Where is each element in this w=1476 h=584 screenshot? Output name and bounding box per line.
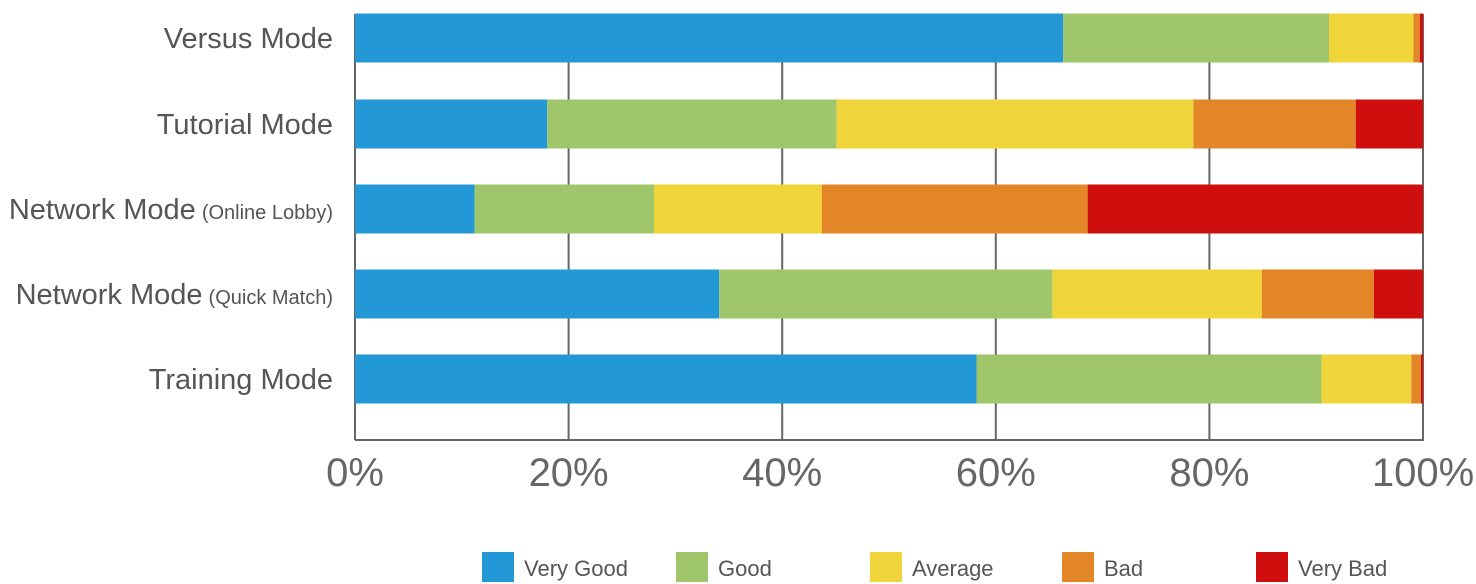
- bar-segment-very-bad: [1419, 13, 1423, 63]
- bar-segment-very-good: [355, 13, 1064, 63]
- bar-segment-very-bad: [1420, 354, 1423, 404]
- legend-label: Very Good: [524, 556, 628, 581]
- category-label-main: Network Mode: [16, 279, 203, 311]
- category-label: Training Mode: [149, 364, 333, 396]
- x-tick-label: 40%: [742, 451, 822, 495]
- bar-segment-average: [1321, 354, 1412, 404]
- category-label-sub: (Online Lobby): [202, 202, 333, 224]
- category-label: Versus Mode: [164, 23, 333, 55]
- x-tick-label: 60%: [956, 451, 1036, 495]
- x-tick-label: 0%: [326, 451, 384, 495]
- category-label-main: Network Mode: [9, 194, 196, 226]
- bar-segment-bad: [1411, 354, 1421, 404]
- category-label: Tutorial Mode: [157, 109, 333, 141]
- category-label-main: Versus Mode: [164, 23, 333, 55]
- bar-segment-very-bad: [1355, 99, 1423, 149]
- legend-label: Average: [912, 556, 994, 581]
- bar-segment-average: [836, 99, 1194, 149]
- bar-segment-bad: [821, 184, 1088, 234]
- category-label: Network Mode (Online Lobby): [9, 194, 333, 226]
- legend-swatch: [1062, 552, 1094, 582]
- x-tick-label: 80%: [1169, 451, 1249, 495]
- legend-label: Good: [718, 556, 772, 581]
- bar-segment-very-good: [355, 354, 977, 404]
- category-label-sub: (Quick Match): [209, 287, 333, 309]
- x-tick-label: 100%: [1372, 451, 1474, 495]
- bar-segment-good: [474, 184, 655, 234]
- bar-segment-good: [547, 99, 837, 149]
- legend-label: Bad: [1104, 556, 1143, 581]
- bar-segment-very-good: [355, 269, 720, 319]
- bar-segment-bad: [1261, 269, 1374, 319]
- bar-segment-very-bad: [1373, 269, 1423, 319]
- bar-segment-average: [1329, 13, 1414, 63]
- legend-swatch: [482, 552, 514, 582]
- category-label-main: Tutorial Mode: [157, 109, 333, 141]
- bar-segment-bad: [1193, 99, 1356, 149]
- bar-segment-good: [976, 354, 1322, 404]
- bar-segment-good: [1063, 13, 1330, 63]
- category-label: Network Mode (Quick Match): [16, 279, 333, 311]
- bar-segment-good: [719, 269, 1053, 319]
- bar-segment-average: [654, 184, 822, 234]
- bar-segment-bad: [1413, 13, 1420, 63]
- bar-segment-average: [1052, 269, 1262, 319]
- legend-swatch: [676, 552, 708, 582]
- category-label-main: Training Mode: [149, 364, 333, 396]
- x-tick-label: 20%: [529, 451, 609, 495]
- legend-swatch: [870, 552, 902, 582]
- legend-label: Very Bad: [1298, 556, 1387, 581]
- legend-swatch: [1256, 552, 1288, 582]
- bar-segment-very-good: [355, 184, 475, 234]
- bar-segment-very-good: [355, 99, 548, 149]
- bar-segment-very-bad: [1087, 184, 1423, 234]
